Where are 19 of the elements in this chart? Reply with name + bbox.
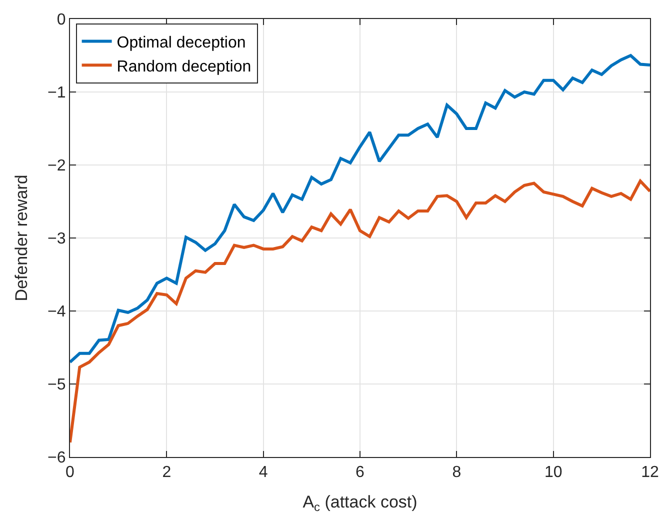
line-series <box>70 180 650 444</box>
line-series <box>70 54 650 364</box>
x-tick-label: 6 <box>356 464 365 482</box>
x-tick-label: 12 <box>641 464 659 482</box>
y-tick-label: −1 <box>48 84 66 102</box>
y-tick-label: −4 <box>48 304 66 321</box>
y-axis-title: Defender reward <box>12 174 32 302</box>
x-tick-label: 2 <box>162 464 172 482</box>
y-tick-label: −2 <box>48 158 66 175</box>
x-tick-label: 4 <box>258 464 268 482</box>
x-axis-title: A$_{c}$ (attack cost) <box>302 492 418 514</box>
legend-label: Optimal deception <box>116 34 246 52</box>
legend-label: Random deception <box>116 58 252 76</box>
y-tick-label: 0 <box>56 12 66 29</box>
x-tick-label: 10 <box>544 464 562 482</box>
y-tick-label: −3 <box>48 230 66 248</box>
y-tick-label: −5 <box>48 376 66 394</box>
y-tick-label: −6 <box>48 450 66 467</box>
x-tick-label: 8 <box>452 464 462 482</box>
